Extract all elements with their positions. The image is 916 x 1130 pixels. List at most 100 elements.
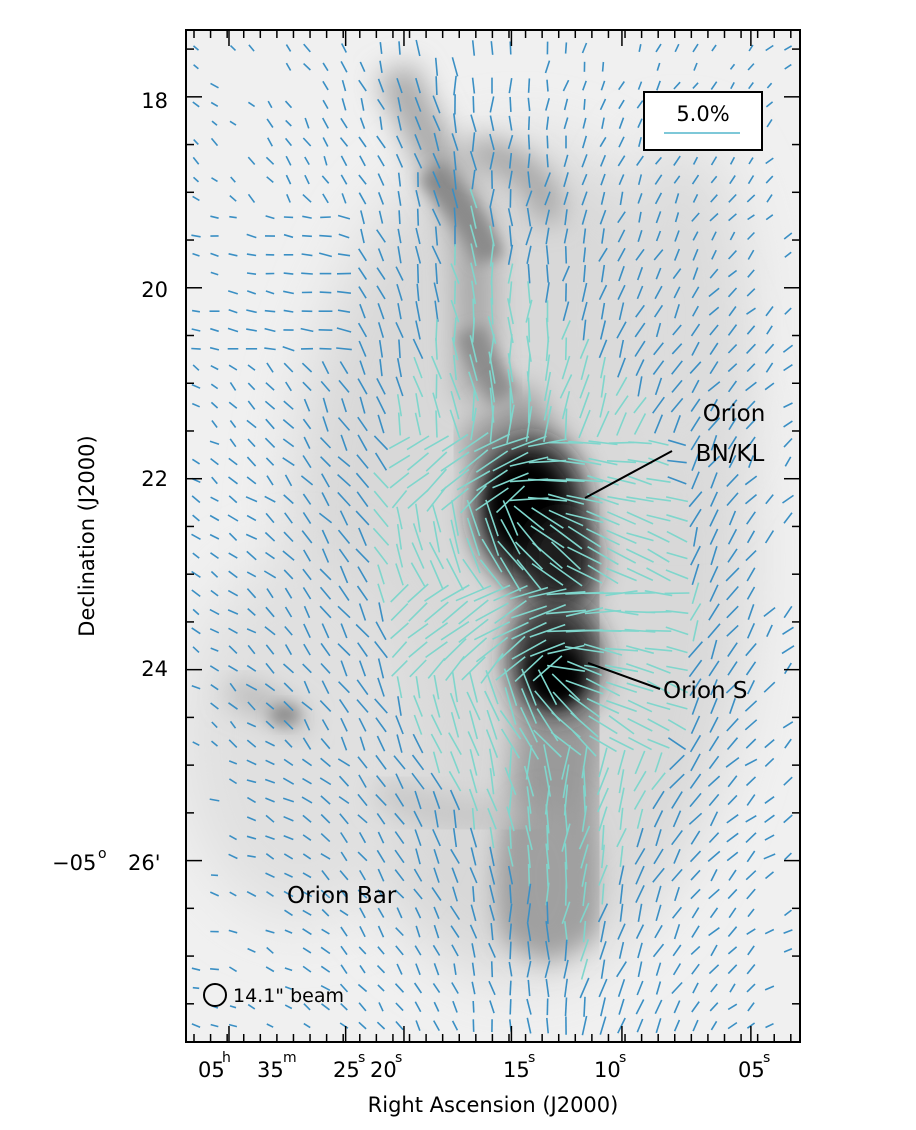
x-tick-hours: 05	[198, 1058, 225, 1082]
polarization-vector	[586, 528, 620, 546]
polarization-vector	[377, 564, 385, 585]
polarization-vector	[357, 793, 368, 807]
polarization-vector	[726, 737, 739, 751]
polarization-vector	[228, 929, 238, 934]
polarization-vector	[764, 757, 775, 767]
polarization-vector	[388, 436, 411, 450]
polarization-vector	[451, 188, 459, 209]
polarization-vector	[322, 193, 329, 204]
polarization-vector	[265, 662, 275, 674]
polarization-vector	[601, 228, 605, 244]
polarization-vector	[284, 606, 293, 618]
polarization-vector	[529, 603, 566, 621]
y-axis-title: Declination (J2000)	[75, 435, 99, 636]
polarization-vector	[489, 207, 495, 227]
polarization-vector	[430, 733, 443, 754]
polarization-vector	[691, 471, 700, 490]
polarization-vector	[340, 117, 348, 129]
polarization-vector	[284, 474, 293, 487]
polarization-vector	[693, 62, 698, 71]
polarization-vector	[357, 756, 368, 769]
polarization-vector	[301, 253, 313, 257]
polarization-vector	[783, 605, 793, 619]
polarization-vector	[191, 383, 201, 389]
polarization-vector	[748, 455, 754, 468]
polarization-vector	[746, 963, 756, 975]
polarization-vector	[653, 249, 664, 261]
polarization-vector	[509, 923, 512, 940]
polarization-vector	[561, 320, 571, 340]
polarization-vector	[598, 284, 608, 301]
polarization-vector	[784, 456, 792, 467]
polarization-vector	[546, 79, 549, 92]
polarization-vector	[339, 137, 349, 147]
polarization-vector	[727, 946, 738, 955]
polarization-vector	[360, 228, 365, 244]
polarization-vector	[511, 605, 547, 619]
polarization-vector	[302, 194, 312, 203]
polarization-vector	[301, 758, 313, 767]
polarization-vector	[321, 361, 330, 375]
polarization-vector	[656, 62, 661, 71]
polarization-vector	[415, 503, 421, 533]
polarization-vector	[424, 584, 449, 602]
polarization-vector	[475, 636, 509, 663]
polarization-vector	[746, 888, 756, 900]
annotation-orion-bnkl: Orion BN/KL	[584, 401, 765, 499]
polarization-vector	[247, 156, 256, 166]
polarization-vector	[527, 941, 531, 960]
polarization-vector	[655, 230, 662, 242]
polarization-vector	[598, 339, 608, 359]
polarization-vector	[432, 828, 441, 847]
polarization-vector	[564, 209, 568, 226]
polarization-vector	[509, 999, 512, 1015]
polarization-vector	[391, 641, 408, 659]
polarization-vector	[376, 229, 386, 243]
polarization-vector	[472, 96, 475, 113]
polarization-vector	[337, 529, 351, 545]
polarization-vector	[674, 230, 680, 242]
polarization-vector	[229, 438, 237, 448]
polarization-vector	[644, 590, 673, 597]
polarization-vector	[597, 903, 609, 923]
x-tick-label-25s: 25 s	[333, 1050, 365, 1082]
polarization-vector	[210, 647, 219, 652]
polarization-vector	[618, 302, 625, 321]
polarization-vector	[339, 510, 349, 526]
polarization-vector	[673, 1019, 681, 1032]
polarization-vector	[390, 622, 409, 640]
polarization-vector	[283, 400, 294, 410]
polarization-vector	[415, 77, 421, 94]
polarization-vector	[424, 622, 449, 640]
polarization-vector	[784, 63, 792, 70]
polarization-vector	[246, 290, 257, 295]
polarization-vector	[396, 77, 403, 94]
polarization-vector	[708, 964, 720, 975]
polarization-vector	[582, 228, 587, 244]
polarization-vector	[525, 406, 533, 442]
polarization-vector	[744, 475, 758, 486]
polarization-vector	[379, 116, 383, 130]
polarization-vector	[210, 252, 219, 257]
polarization-vector	[533, 729, 562, 758]
y-tick-26-degree-symbol: o	[98, 846, 107, 862]
polarization-vector	[320, 813, 331, 824]
polarization-vector	[647, 548, 670, 563]
polarization-vector	[246, 779, 257, 784]
polarization-vector	[246, 571, 257, 578]
polarization-vector	[523, 765, 535, 797]
polarization-vector	[427, 657, 446, 679]
polarization-vector	[509, 980, 512, 996]
polarization-vector	[193, 64, 199, 70]
polarization-vector	[338, 585, 350, 601]
polarization-vector	[373, 508, 389, 528]
polarization-vector	[604, 647, 639, 652]
polarization-vector	[545, 843, 550, 870]
polarization-vector	[565, 512, 604, 524]
polarization-vector	[358, 774, 367, 788]
polarization-vector	[562, 79, 570, 92]
polarization-vector	[667, 439, 687, 447]
polarization-vector	[669, 754, 685, 771]
polarization-vector	[320, 662, 331, 674]
polarization-vector	[619, 845, 624, 867]
